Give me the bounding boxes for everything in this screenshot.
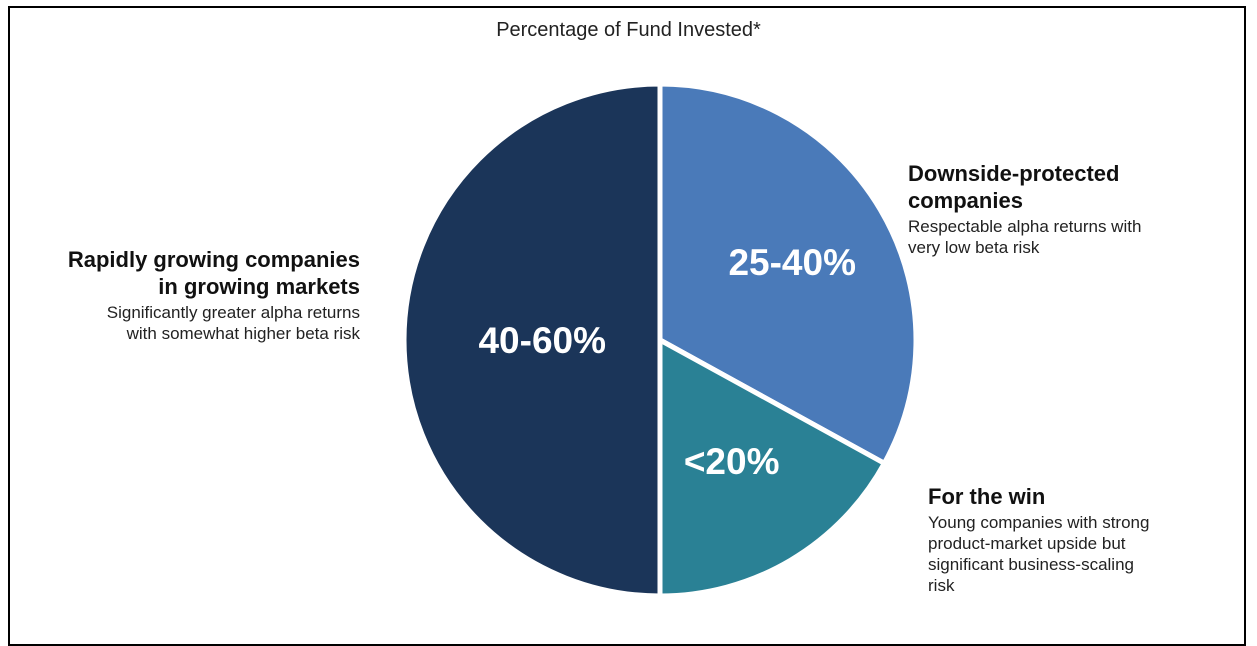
description-line: very low beta risk <box>908 238 1040 257</box>
description-line: Young companies with strong <box>928 513 1150 532</box>
description-line: Significantly greater alpha returns <box>106 303 360 322</box>
annotation-heading: Downside-protected companies <box>908 160 1141 214</box>
heading-line: in growing markets <box>158 274 360 299</box>
annotation-downside-protected: Downside-protected companies Respectable… <box>908 160 1141 258</box>
description-line: risk <box>928 576 955 595</box>
chart-title: Percentage of Fund Invested* <box>496 19 761 41</box>
annotation-description: Respectable alpha returns with very low … <box>908 216 1141 258</box>
annotation-heading: For the win <box>928 483 1149 510</box>
heading-line: companies <box>908 188 1023 213</box>
slice-rapidly-growing <box>401 81 663 599</box>
annotation-for-the-win: For the win Young companies with strong … <box>928 483 1149 596</box>
description-line: Respectable alpha returns with <box>908 217 1142 236</box>
slice-for-the-win <box>657 337 887 599</box>
description-line: with somewhat higher beta risk <box>126 324 360 343</box>
slice-value-label: <20% <box>684 441 780 482</box>
description-line: product-market upside but <box>928 534 1126 553</box>
annotation-rapidly-growing: Rapidly growing companies in growing mar… <box>68 246 360 344</box>
annotation-heading: Rapidly growing companies in growing mar… <box>68 246 360 300</box>
slice-downside-protected <box>657 81 919 466</box>
description-line: significant business-scaling <box>928 555 1134 574</box>
heading-line: For the win <box>928 484 1046 509</box>
heading-line: Rapidly growing companies <box>67 247 360 272</box>
slice-value-label: 25-40% <box>728 242 856 283</box>
slice-value-label: 40-60% <box>478 320 606 361</box>
annotation-description: Significantly greater alpha returns with… <box>68 302 360 344</box>
annotation-description: Young companies with strong product-mark… <box>928 512 1149 596</box>
pie-chart: 25-40% <20% 40-60% <box>401 81 919 599</box>
heading-line: Downside-protected <box>908 161 1120 186</box>
